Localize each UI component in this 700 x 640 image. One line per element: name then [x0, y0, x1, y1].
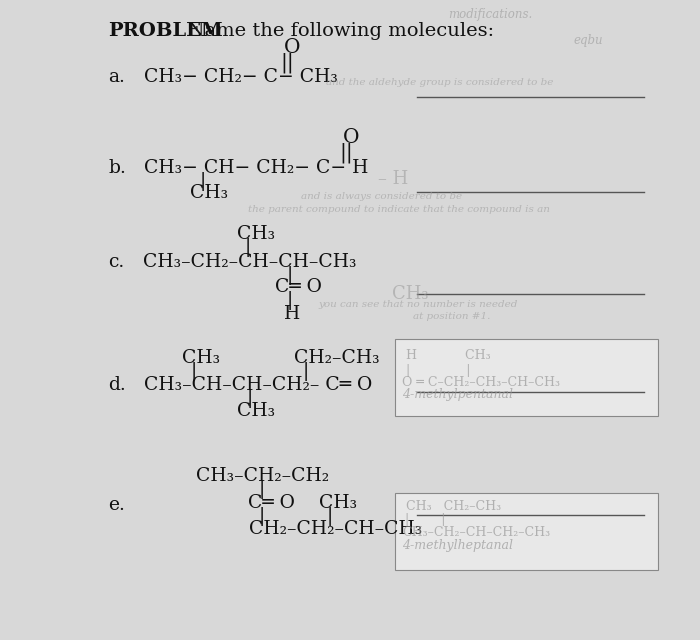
FancyBboxPatch shape	[395, 339, 658, 416]
Text: – H: – H	[378, 170, 408, 188]
Text: ||: ||	[280, 52, 294, 73]
Text: c.: c.	[108, 253, 125, 271]
Text: you can see that no number is needed: you can see that no number is needed	[318, 300, 518, 308]
Text: C═ O: C═ O	[275, 278, 322, 296]
Text: |: |	[259, 480, 265, 499]
Text: the parent compound to indicate that the compound is an: the parent compound to indicate that the…	[248, 205, 550, 214]
Text: CH₃: CH₃	[392, 285, 428, 303]
Text: |: |	[190, 362, 197, 381]
Text: CH₃− CH₂− C− CH₃: CH₃− CH₂− C− CH₃	[144, 68, 337, 86]
Text: a.: a.	[108, 68, 125, 86]
Text: CH₃–CH₂–CH₂: CH₃–CH₂–CH₂	[196, 467, 329, 485]
Text: 4-methylheptanal: 4-methylheptanal	[402, 539, 514, 552]
Text: b.: b.	[108, 159, 127, 177]
Text: C═ O: C═ O	[248, 494, 295, 512]
Text: |: |	[246, 389, 253, 408]
Text: |: |	[287, 291, 293, 310]
Text: CH₂–CH₂–CH–CH₃: CH₂–CH₂–CH–CH₃	[248, 520, 421, 538]
Text: CH₃− CH− CH₂− C− H: CH₃− CH− CH₂− C− H	[144, 159, 368, 177]
Text: |              |: | |	[406, 364, 470, 376]
Text: |: |	[287, 266, 293, 285]
Text: eqbu: eqbu	[574, 34, 603, 47]
Text: CH₃: CH₃	[237, 402, 274, 420]
Text: |: |	[259, 507, 265, 526]
Text: e.: e.	[108, 496, 125, 514]
FancyBboxPatch shape	[395, 493, 658, 570]
Text: H            CH₃: H CH₃	[406, 349, 491, 362]
Text: d.: d.	[108, 376, 126, 394]
Text: CH₃–CH₂–CH–CH–CH₃: CH₃–CH₂–CH–CH–CH₃	[144, 253, 357, 271]
Text: at position #1.: at position #1.	[413, 312, 491, 321]
Text: CH₃: CH₃	[237, 225, 274, 243]
Text: CH₂–CH₃: CH₂–CH₃	[294, 349, 379, 367]
Text: O ═ C–CH₂–CH₃–CH–CH₃: O ═ C–CH₂–CH₃–CH–CH₃	[402, 376, 561, 388]
Text: Name the following molecules:: Name the following molecules:	[175, 22, 494, 40]
Text: ||: ||	[340, 142, 354, 163]
Text: |: |	[327, 507, 333, 526]
Text: CH₃–CH₂–CH–CH₂–CH₃: CH₃–CH₂–CH–CH₂–CH₃	[402, 526, 551, 539]
Text: |: |	[302, 362, 309, 381]
Text: PROBLEM: PROBLEM	[108, 22, 223, 40]
Text: CH₃: CH₃	[190, 184, 228, 202]
Text: CH₃: CH₃	[182, 349, 220, 367]
Text: O: O	[284, 38, 300, 58]
Text: O: O	[343, 128, 360, 147]
Text: |: |	[245, 238, 251, 257]
Text: and is always considered to be: and is always considered to be	[301, 192, 462, 201]
Text: CH₃–CH–CH–CH₂– C═ O: CH₃–CH–CH–CH₂– C═ O	[144, 376, 372, 394]
Text: CH₃   CH₂–CH₃: CH₃ CH₂–CH₃	[406, 500, 501, 513]
Text: and the aldehyde group is considered to be: and the aldehyde group is considered to …	[326, 78, 553, 87]
Text: |: |	[199, 172, 206, 191]
Text: H: H	[284, 305, 300, 323]
Text: |        |: | |	[405, 513, 445, 526]
Text: modifications.: modifications.	[448, 8, 532, 20]
Text: CH₃: CH₃	[318, 494, 356, 512]
Text: 4-methylpentanal: 4-methylpentanal	[402, 388, 514, 401]
